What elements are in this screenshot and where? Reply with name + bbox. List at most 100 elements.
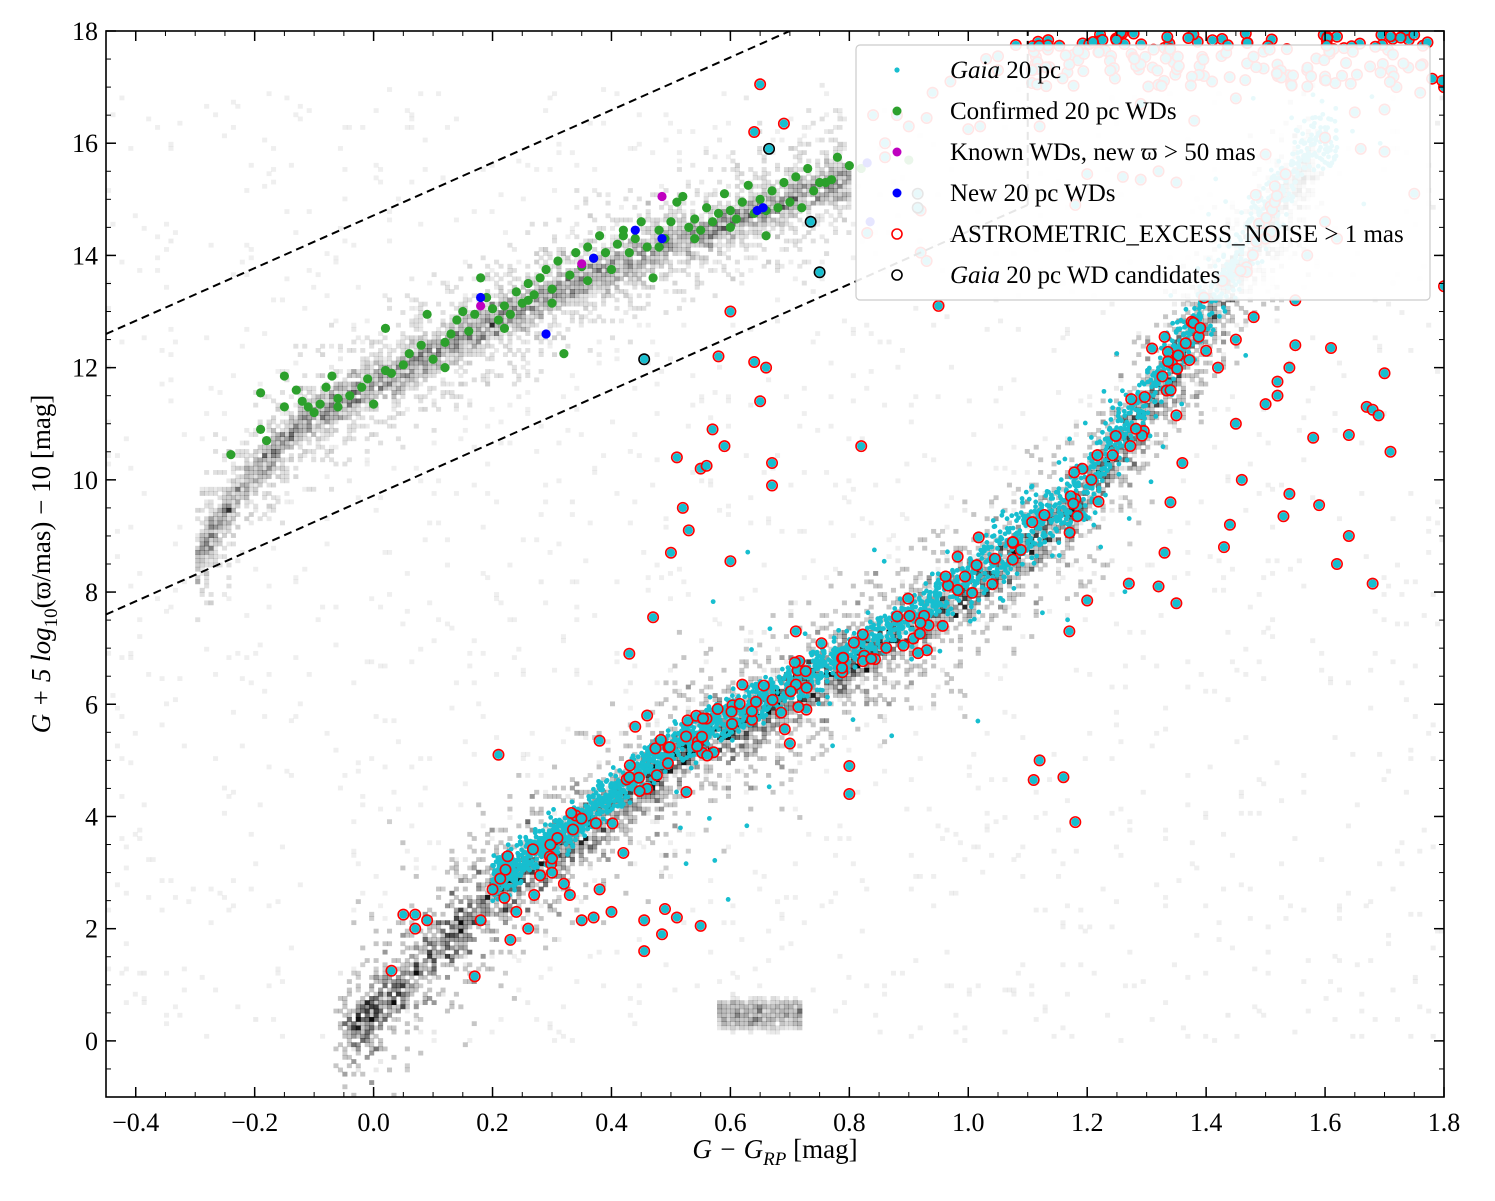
density-bin <box>494 911 500 917</box>
density-bin <box>761 726 767 732</box>
density-bin <box>797 167 803 172</box>
density-bin <box>873 701 879 707</box>
density-bin <box>560 861 566 867</box>
density-bin <box>1127 457 1133 463</box>
density-bin <box>565 293 571 299</box>
density-bin <box>708 238 714 244</box>
density-bin <box>944 617 950 623</box>
density-bin <box>324 448 330 454</box>
density-bin <box>1122 465 1128 471</box>
density-bin <box>1149 419 1155 425</box>
density-bin <box>355 1000 361 1006</box>
density-bin <box>489 301 495 307</box>
density-bin <box>797 751 803 757</box>
density-bin <box>507 949 513 955</box>
density-bin <box>694 188 700 193</box>
density-bin <box>226 491 232 496</box>
density-bin <box>743 659 749 665</box>
density-bin <box>351 369 357 374</box>
density-bin <box>275 423 281 429</box>
density-bin <box>641 798 647 804</box>
density-bin <box>449 890 455 896</box>
density-bin <box>694 272 700 278</box>
density-bin <box>418 352 424 358</box>
density-bin <box>444 962 451 968</box>
density-bin <box>587 772 593 778</box>
density-bin <box>815 697 821 703</box>
density-bin <box>422 347 428 353</box>
density-bin <box>462 322 468 328</box>
density-bin <box>1113 457 1120 463</box>
density-bin <box>502 827 508 833</box>
density-bin <box>400 385 406 391</box>
density-bin <box>400 979 406 984</box>
density-bin <box>1002 571 1008 576</box>
density-bin <box>699 667 705 673</box>
density-bin <box>841 196 847 202</box>
density-bin <box>552 293 558 299</box>
density-bin <box>547 280 553 286</box>
density-bin <box>1006 583 1012 589</box>
density-bin <box>449 857 455 862</box>
density-bin <box>583 284 589 290</box>
density-bin <box>846 688 852 694</box>
density-bin <box>592 247 598 252</box>
density-bin <box>766 179 772 185</box>
density-bin <box>1140 406 1146 412</box>
density-bin <box>832 200 839 206</box>
density-bin <box>257 448 263 454</box>
density-bin <box>293 427 299 433</box>
density-bin <box>422 911 428 917</box>
density-bin <box>676 209 682 214</box>
density-bin <box>1029 453 1035 458</box>
density-bin <box>342 1071 348 1077</box>
density-bin <box>1006 592 1012 597</box>
density-bin <box>601 272 607 278</box>
density-bin <box>534 297 540 303</box>
density-bin <box>797 188 803 193</box>
density-bin <box>601 806 607 812</box>
density-bin <box>739 179 745 185</box>
density-bin <box>672 726 678 732</box>
density-bin <box>1011 650 1017 656</box>
density-bin <box>427 347 433 353</box>
density-bin <box>788 709 794 715</box>
density-bin <box>279 465 285 471</box>
density-bin <box>1225 331 1231 336</box>
density-bin <box>806 192 812 198</box>
density-bin <box>583 844 589 850</box>
density-bin <box>922 672 928 677</box>
density-bin <box>360 1000 366 1006</box>
density-bin <box>458 322 464 328</box>
density-bin <box>444 335 451 341</box>
density-bin <box>676 225 682 231</box>
density-bin <box>703 684 709 690</box>
density-bin <box>284 436 290 442</box>
density-bin <box>1100 516 1106 522</box>
density-bin <box>632 263 638 269</box>
density-bin <box>422 356 428 362</box>
density-bin <box>966 608 972 614</box>
density-bin <box>882 676 888 682</box>
density-bin <box>895 600 901 606</box>
density-bin <box>984 516 990 522</box>
density-bin <box>837 188 843 193</box>
density-bin <box>650 798 656 804</box>
density-bin <box>213 448 219 454</box>
density-bin <box>1212 373 1218 379</box>
density-bin <box>837 175 843 181</box>
density-bin <box>725 785 731 791</box>
density-bin <box>485 272 491 278</box>
density-bin <box>908 621 914 627</box>
density-bin <box>400 356 406 362</box>
density-bin <box>868 667 874 673</box>
density-bin <box>618 806 624 812</box>
density-bin <box>975 650 981 656</box>
density-bin <box>262 444 268 450</box>
density-bin <box>235 499 241 505</box>
density-bin <box>578 276 584 282</box>
density-bin <box>569 301 575 307</box>
density-bin <box>369 974 375 980</box>
density-bin <box>320 406 326 412</box>
density-bin <box>663 785 669 791</box>
